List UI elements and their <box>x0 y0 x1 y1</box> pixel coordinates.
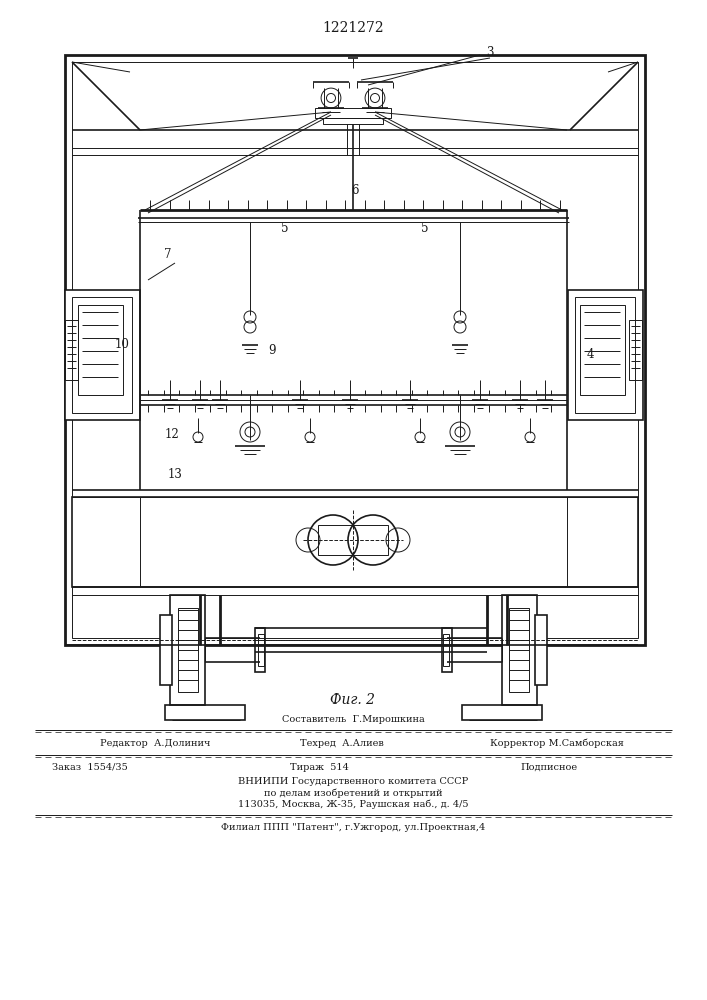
Bar <box>315 108 391 118</box>
Bar <box>462 705 542 720</box>
Bar <box>78 305 123 395</box>
Text: Корректор М.Самборская: Корректор М.Самборская <box>490 738 624 748</box>
Bar <box>318 525 388 555</box>
Text: Филиал ППП "Патент", г.Ужгород, ул.Проектная,4: Филиал ППП "Патент", г.Ужгород, ул.Проек… <box>221 824 485 832</box>
Text: Подписное: Подписное <box>520 762 577 772</box>
Text: 5: 5 <box>281 222 288 234</box>
Text: 1221272: 1221272 <box>322 21 384 35</box>
Bar <box>535 615 547 685</box>
Bar <box>65 290 140 420</box>
Bar <box>323 118 383 124</box>
Text: 10: 10 <box>115 338 129 352</box>
Bar <box>575 297 635 413</box>
Text: 13: 13 <box>168 468 182 482</box>
Bar <box>170 595 205 705</box>
Text: Составитель  Г.Мирошкина: Составитель Г.Мирошкина <box>281 716 424 724</box>
Text: 113035, Москва, Ж-35, Раушская наб., д. 4/5: 113035, Москва, Ж-35, Раушская наб., д. … <box>238 799 468 809</box>
Text: 3: 3 <box>486 46 493 60</box>
Bar <box>509 608 529 692</box>
Bar <box>65 55 645 645</box>
Text: Заказ  1554/35: Заказ 1554/35 <box>52 762 128 772</box>
Bar <box>65 320 78 380</box>
Text: 6: 6 <box>351 184 358 196</box>
Text: 4: 4 <box>586 349 594 361</box>
Text: 9: 9 <box>268 344 276 357</box>
Text: 12: 12 <box>165 428 180 442</box>
Bar <box>72 62 638 638</box>
Text: Тираж  514: Тираж 514 <box>290 762 349 772</box>
Bar <box>72 497 638 587</box>
Bar <box>178 608 198 692</box>
Bar <box>255 628 265 672</box>
Bar <box>502 595 537 705</box>
Bar <box>258 634 264 666</box>
Bar <box>442 628 452 672</box>
Bar <box>160 615 172 685</box>
Bar <box>72 297 132 413</box>
Text: 7: 7 <box>164 248 172 261</box>
Bar <box>629 320 642 380</box>
Text: Фиг. 2: Фиг. 2 <box>330 693 375 707</box>
Bar <box>580 305 625 395</box>
Text: Редактор  А.Долинич: Редактор А.Долинич <box>100 738 211 748</box>
Bar <box>568 290 643 420</box>
Bar <box>165 705 245 720</box>
Text: 5: 5 <box>421 222 428 234</box>
Text: по делам изобретений и открытий: по делам изобретений и открытий <box>264 788 443 798</box>
Text: Техред  А.Алиев: Техред А.Алиев <box>300 738 384 748</box>
Bar <box>443 634 449 666</box>
Text: ВНИИПИ Государственного комитета СССР: ВНИИПИ Государственного комитета СССР <box>238 778 468 786</box>
